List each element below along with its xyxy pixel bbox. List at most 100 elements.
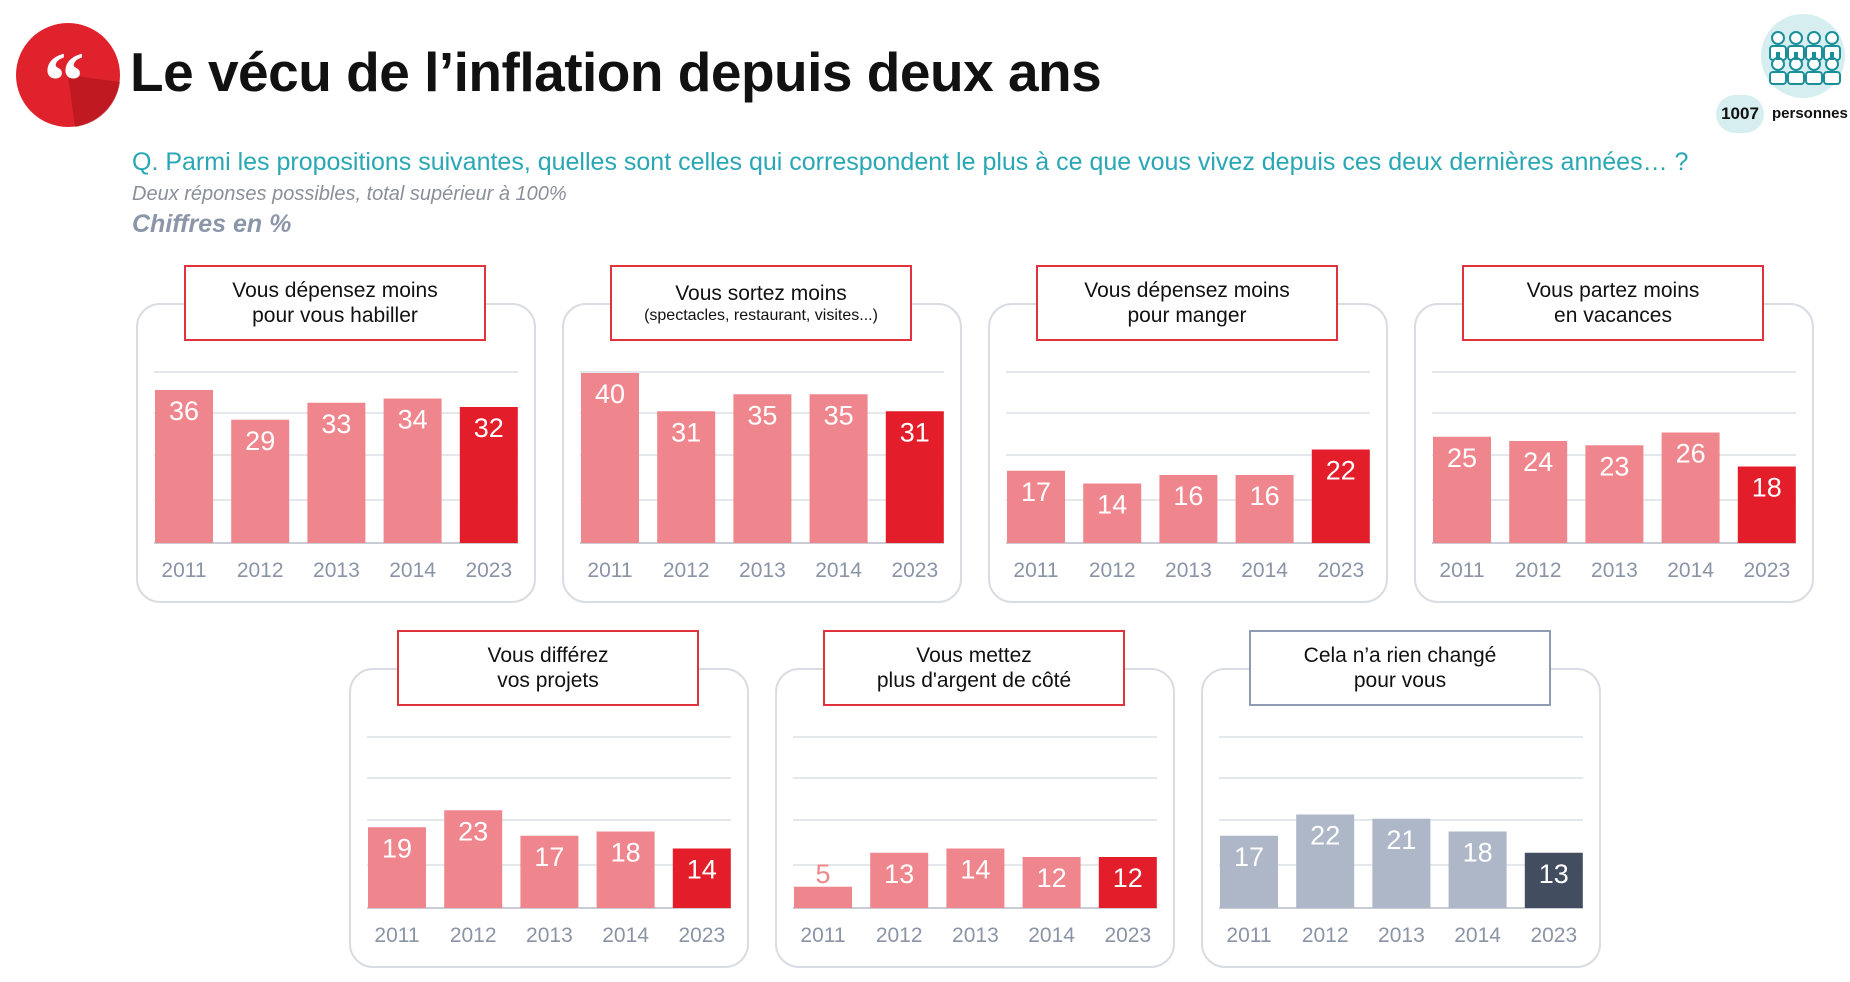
x-tick-label: 2013 (313, 559, 360, 582)
data-label: 14 (687, 855, 717, 885)
bar-2013 (1585, 445, 1644, 543)
bar-2012 (870, 852, 929, 908)
chart-title-line: pour vous habiller (252, 304, 418, 327)
bar-2023 (672, 848, 731, 908)
data-label: 14 (960, 855, 990, 885)
data-label: 24 (1523, 447, 1553, 477)
chart-title-line: Vous différez (487, 643, 609, 667)
x-tick-label: 2023 (1317, 559, 1364, 582)
data-label: 23 (1599, 451, 1629, 481)
data-label: 16 (1173, 481, 1203, 511)
x-tick-label: 2011 (161, 559, 206, 582)
data-label: 12 (1037, 863, 1067, 893)
bar-2014 (383, 398, 442, 543)
data-label: 14 (1097, 490, 1127, 520)
x-tick-label: 2013 (952, 924, 999, 947)
bar-2012 (1083, 483, 1142, 543)
data-label: 17 (534, 842, 564, 872)
chart-title-line: en vacances (1554, 304, 1672, 327)
chart-title: Vous sortez moins (spectacles, restaurant… (610, 265, 912, 341)
data-label: 21 (1386, 825, 1416, 855)
chart-title-line: Vous dépensez moins (1084, 278, 1290, 302)
data-label: 5 (815, 859, 830, 889)
x-tick-label: 2023 (465, 559, 512, 582)
chart-title-line: Vous mettez (916, 643, 1032, 667)
x-tick-label: 2013 (1378, 924, 1425, 947)
data-label: 34 (398, 405, 428, 435)
x-tick-label: 2012 (876, 924, 923, 947)
data-label: 13 (884, 859, 914, 889)
x-tick-label: 2014 (815, 559, 862, 582)
x-tick-label: 2023 (1104, 924, 1151, 947)
data-label: 40 (595, 379, 625, 409)
bar-chart: 5 2011 13 2012 14 2013 12 2014 12 2023 (793, 736, 1157, 947)
x-tick-label: 2013 (1591, 559, 1638, 582)
bar-2014 (1235, 475, 1294, 543)
svg-text:“: “ (44, 35, 85, 126)
bar-2012 (657, 411, 716, 543)
x-tick-label: 2023 (1530, 924, 1577, 947)
survey-question: Q. Parmi les propositions suivantes, que… (132, 148, 1689, 176)
x-tick-label: 2011 (1226, 924, 1271, 947)
bar-2012 (1296, 814, 1355, 908)
x-tick-label: 2011 (1013, 559, 1058, 582)
x-tick-label: 2023 (891, 559, 938, 582)
chart-title-line: Vous dépensez moins (232, 278, 438, 302)
chart-title: Vous différez vos projets (397, 630, 699, 706)
x-tick-label: 2014 (389, 559, 436, 582)
bar-2011 (794, 886, 852, 908)
bar-2014 (1448, 831, 1507, 908)
chart-title-line: pour vous (1353, 669, 1447, 692)
x-tick-label: 2011 (800, 924, 845, 947)
data-label: 18 (1752, 473, 1782, 503)
chart-title-line: Vous partez moins (1526, 278, 1700, 302)
bar-2014 (1022, 857, 1081, 908)
data-label: 23 (458, 816, 488, 846)
quote-icon: “ (16, 23, 120, 127)
x-tick-label: 2012 (1302, 924, 1349, 947)
x-tick-label: 2014 (602, 924, 649, 947)
bar-2011 (1433, 436, 1491, 543)
bar-2013 (307, 402, 366, 543)
x-tick-label: 2014 (1667, 559, 1714, 582)
x-tick-label: 2012 (1089, 559, 1136, 582)
x-tick-label: 2014 (1454, 924, 1501, 947)
bar-2023 (885, 411, 944, 543)
data-label: 36 (169, 396, 199, 426)
data-label: 33 (321, 409, 351, 439)
bar-2014 (596, 831, 655, 908)
answer-note: Deux réponses possibles, total supérieur… (132, 183, 567, 205)
chart-title-line: vos projets (497, 669, 599, 692)
bar-2023 (459, 407, 518, 543)
data-label: 13 (1539, 859, 1569, 889)
unit-label: Chiffres en % (132, 210, 292, 238)
data-label: 32 (474, 413, 504, 443)
data-label: 35 (824, 400, 854, 430)
bar-2011 (155, 390, 213, 543)
x-tick-label: 2014 (1028, 924, 1075, 947)
x-tick-label: 2013 (526, 924, 573, 947)
bar-2012 (1509, 441, 1568, 543)
bar-2011 (1007, 470, 1065, 543)
chart-panel (349, 668, 749, 968)
data-label: 25 (1447, 443, 1477, 473)
chart-title: Vous partez moins en vacances (1462, 265, 1764, 341)
data-label: 12 (1113, 863, 1143, 893)
bar-chart: 36 2011 29 2012 33 2013 34 2014 32 2023 (154, 371, 518, 582)
bar-2012 (231, 419, 290, 543)
bar-2011 (368, 827, 426, 908)
bar-2023 (1311, 449, 1370, 543)
x-tick-label: 2012 (450, 924, 497, 947)
bar-chart: 17 2011 22 2012 21 2013 18 2014 13 2023 (1219, 736, 1583, 947)
x-tick-label: 2012 (1515, 559, 1562, 582)
data-label: 17 (1234, 842, 1264, 872)
bar-2023 (1524, 852, 1583, 908)
page-title: Le vécu de l’inflation depuis deux ans (130, 41, 1102, 103)
bar-2011 (581, 373, 639, 543)
data-label: 31 (671, 417, 701, 447)
x-tick-label: 2013 (739, 559, 786, 582)
data-label: 18 (611, 838, 641, 868)
bar-chart: 17 2011 14 2012 16 2013 16 2014 22 2023 (1006, 371, 1370, 582)
data-label: 17 (1021, 477, 1051, 507)
x-tick-label: 2011 (374, 924, 419, 947)
